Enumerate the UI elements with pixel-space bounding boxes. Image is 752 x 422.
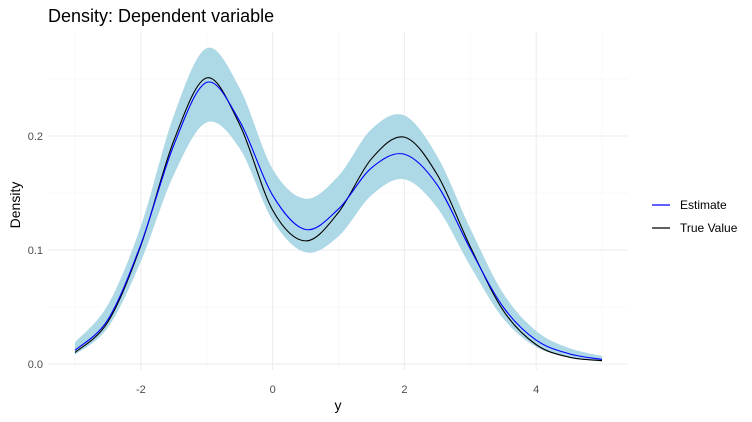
series-line-estimate bbox=[74, 81, 603, 360]
y-tick-label: 0.1 bbox=[28, 245, 43, 257]
legend: Estimate True Value bbox=[652, 198, 738, 235]
x-tick-label: -2 bbox=[136, 384, 146, 396]
x-tick-label: 4 bbox=[533, 384, 539, 396]
confidence-band-layer bbox=[75, 47, 602, 362]
x-tick-label: 0 bbox=[270, 384, 276, 396]
chart-title: Density: Dependent variable bbox=[48, 6, 274, 26]
legend-label: True Value bbox=[680, 221, 738, 235]
x-axis-ticks: -2 0 2 4 bbox=[136, 384, 539, 396]
y-axis-title: Density bbox=[7, 182, 23, 229]
y-axis-ticks: 0.0 0.1 0.2 bbox=[28, 131, 43, 371]
legend-label: Estimate bbox=[680, 198, 727, 212]
series-lines bbox=[74, 77, 603, 362]
y-tick-label: 0.0 bbox=[28, 359, 43, 371]
x-tick-label: 2 bbox=[401, 384, 407, 396]
confidence-band bbox=[75, 47, 602, 362]
x-axis-title: y bbox=[335, 397, 342, 413]
y-tick-label: 0.2 bbox=[28, 131, 43, 143]
